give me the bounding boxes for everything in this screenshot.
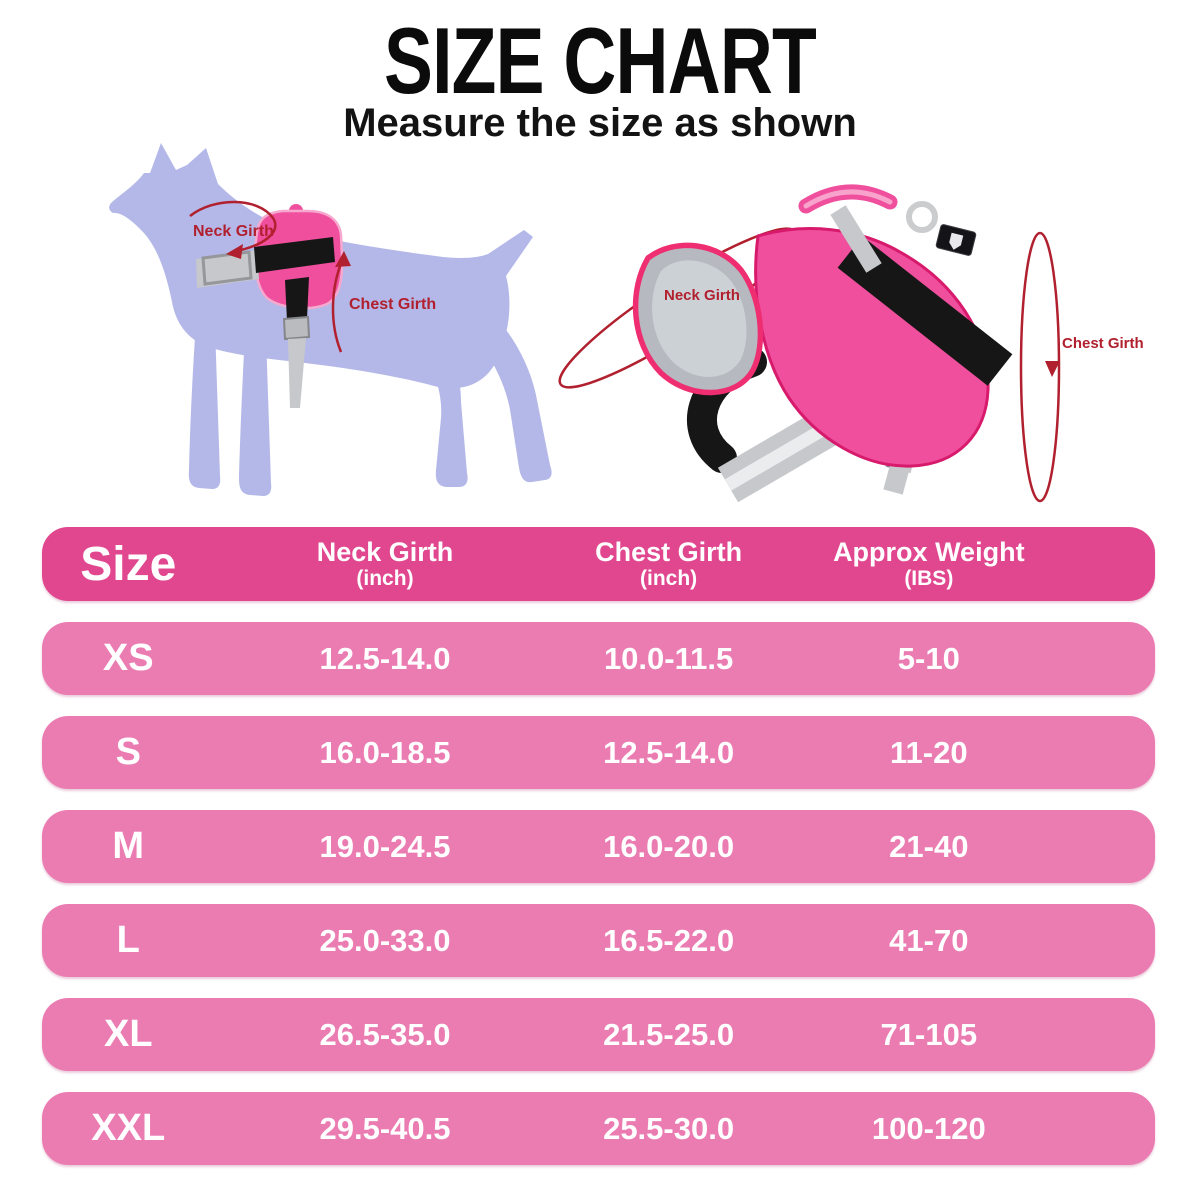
dog-harness-belly-strap-black	[285, 277, 309, 321]
approx-weight: 41-70	[889, 922, 969, 958]
harness-neck-girth-label: Neck Girth	[664, 287, 740, 304]
harness-chest-girth-label: Chest Girth	[1062, 335, 1144, 352]
page-title: SIZE CHART	[383, 8, 817, 113]
neck-girth: 26.5-35.0	[319, 1016, 451, 1052]
table-row-xl: XL 26.5-35.0 21.5-25.0 71-105	[42, 998, 1155, 1071]
harness-d-ring	[906, 201, 938, 233]
dog-chest-girth-label: Chest Girth	[349, 296, 437, 313]
approx-weight: 100-120	[871, 1110, 986, 1146]
column-header-neck-girth-unit: (inch)	[356, 567, 414, 591]
harness-chest-girth-ellipse	[1019, 231, 1061, 503]
neck-girth: 12.5-14.0	[319, 640, 451, 676]
harness-handle-highlight	[803, 189, 893, 209]
harness-label-shield-icon	[949, 232, 964, 250]
approx-weight: 71-105	[880, 1016, 978, 1052]
chest-girth: 12.5-14.0	[603, 734, 735, 770]
harness-handle-strap	[830, 205, 882, 273]
column-header-weight-unit: (IBS)	[904, 567, 954, 591]
dog-harness-velcro-band	[254, 237, 335, 273]
approx-weight: 21-40	[889, 828, 969, 864]
table-row-s: S 16.0-18.5 12.5-14.0 11-20	[42, 716, 1155, 789]
table-row-m: M 19.0-24.5 16.0-20.0 21-40	[42, 810, 1155, 883]
size-label: XS	[102, 637, 154, 679]
harness-product	[632, 184, 1013, 503]
dog-silhouette	[109, 143, 552, 496]
approx-weight: 5-10	[897, 640, 960, 676]
dog-harness	[196, 204, 344, 408]
table-row-l: L 25.0-33.0 16.5-22.0 41-70	[42, 904, 1155, 977]
chest-girth: 21.5-25.0	[603, 1016, 735, 1052]
size-label: XXL	[91, 1107, 166, 1149]
harness-mesh-panel-inner	[652, 260, 747, 377]
neck-girth: 19.0-24.5	[319, 828, 451, 864]
harness-strap-stub	[883, 463, 910, 495]
neck-girth: 16.0-18.5	[319, 734, 451, 770]
column-header-size: Size	[80, 537, 177, 591]
size-table: Size Neck Girth (inch) Chest Girth (inch…	[42, 527, 1155, 1165]
column-header-chest-girth-label: Chest Girth	[595, 536, 743, 567]
page-subtitle: Measure the size as shown	[343, 101, 857, 145]
dog-front-leg-far	[239, 332, 272, 496]
column-header-neck-girth: Neck Girth (inch)	[215, 536, 540, 591]
dog-neck-girth-label: Neck Girth	[193, 223, 274, 240]
dog-rear-leg-far	[466, 318, 552, 483]
neck-girth: 25.0-33.0	[319, 922, 451, 958]
dog-harness-belly-strap-silver	[288, 338, 306, 408]
chest-girth: 16.5-22.0	[603, 922, 735, 958]
chest-girth: 16.0-20.0	[603, 828, 735, 864]
column-header-weight: Approx Weight (IBS)	[798, 536, 1155, 591]
size-label: S	[115, 731, 141, 773]
harness-body-panel	[754, 227, 990, 468]
column-header-chest-girth: Chest Girth (inch)	[539, 536, 797, 591]
column-header-neck-girth-label: Neck Girth	[316, 536, 454, 567]
table-row-xs: XS 12.5-14.0 10.0-11.5 5-10	[42, 622, 1155, 695]
dog-harness-belly-buckle	[282, 315, 311, 341]
size-label: M	[112, 825, 145, 867]
harness-chest-arrowhead	[1045, 361, 1060, 377]
chest-girth: 25.5-30.0	[603, 1110, 735, 1146]
dog-rear-leg	[412, 332, 468, 487]
neck-girth: 29.5-40.5	[319, 1110, 451, 1146]
dog-front-leg	[188, 322, 221, 489]
size-label: L	[116, 919, 140, 961]
dog-chest-girth-arrow	[331, 251, 351, 353]
column-header-chest-girth-unit: (inch)	[640, 567, 698, 591]
chest-girth: 10.0-11.5	[603, 640, 734, 676]
measurement-illustrations	[109, 143, 1061, 503]
column-header-weight-label: Approx Weight	[833, 536, 1025, 567]
table-header-row: Size Neck Girth (inch) Chest Girth (inch…	[42, 527, 1155, 601]
size-label: XL	[103, 1013, 153, 1055]
harness-velcro-band	[837, 236, 1013, 386]
table-row-xxl: XXL 29.5-40.5 25.5-30.0 100-120	[42, 1092, 1155, 1165]
approx-weight: 11-20	[890, 734, 968, 770]
dog-neck-girth-arrow	[189, 200, 277, 259]
